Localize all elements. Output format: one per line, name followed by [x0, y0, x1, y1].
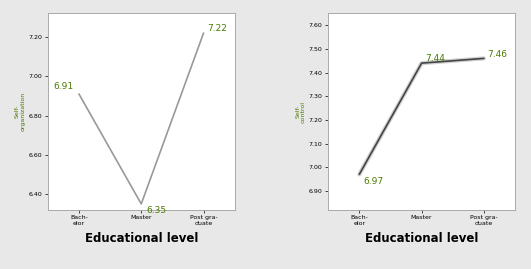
Text: 7.46: 7.46 [487, 50, 508, 59]
X-axis label: Educational level: Educational level [84, 232, 198, 245]
Text: 6.97: 6.97 [363, 177, 383, 186]
Y-axis label: Self-
organization: Self- organization [15, 92, 25, 131]
Text: 7.22: 7.22 [207, 24, 227, 33]
Text: 6.35: 6.35 [146, 206, 166, 215]
X-axis label: Educational level: Educational level [365, 232, 478, 245]
Text: 6.91: 6.91 [54, 82, 74, 91]
Y-axis label: Self-
control: Self- control [295, 101, 306, 123]
Text: 7.44: 7.44 [425, 54, 445, 63]
